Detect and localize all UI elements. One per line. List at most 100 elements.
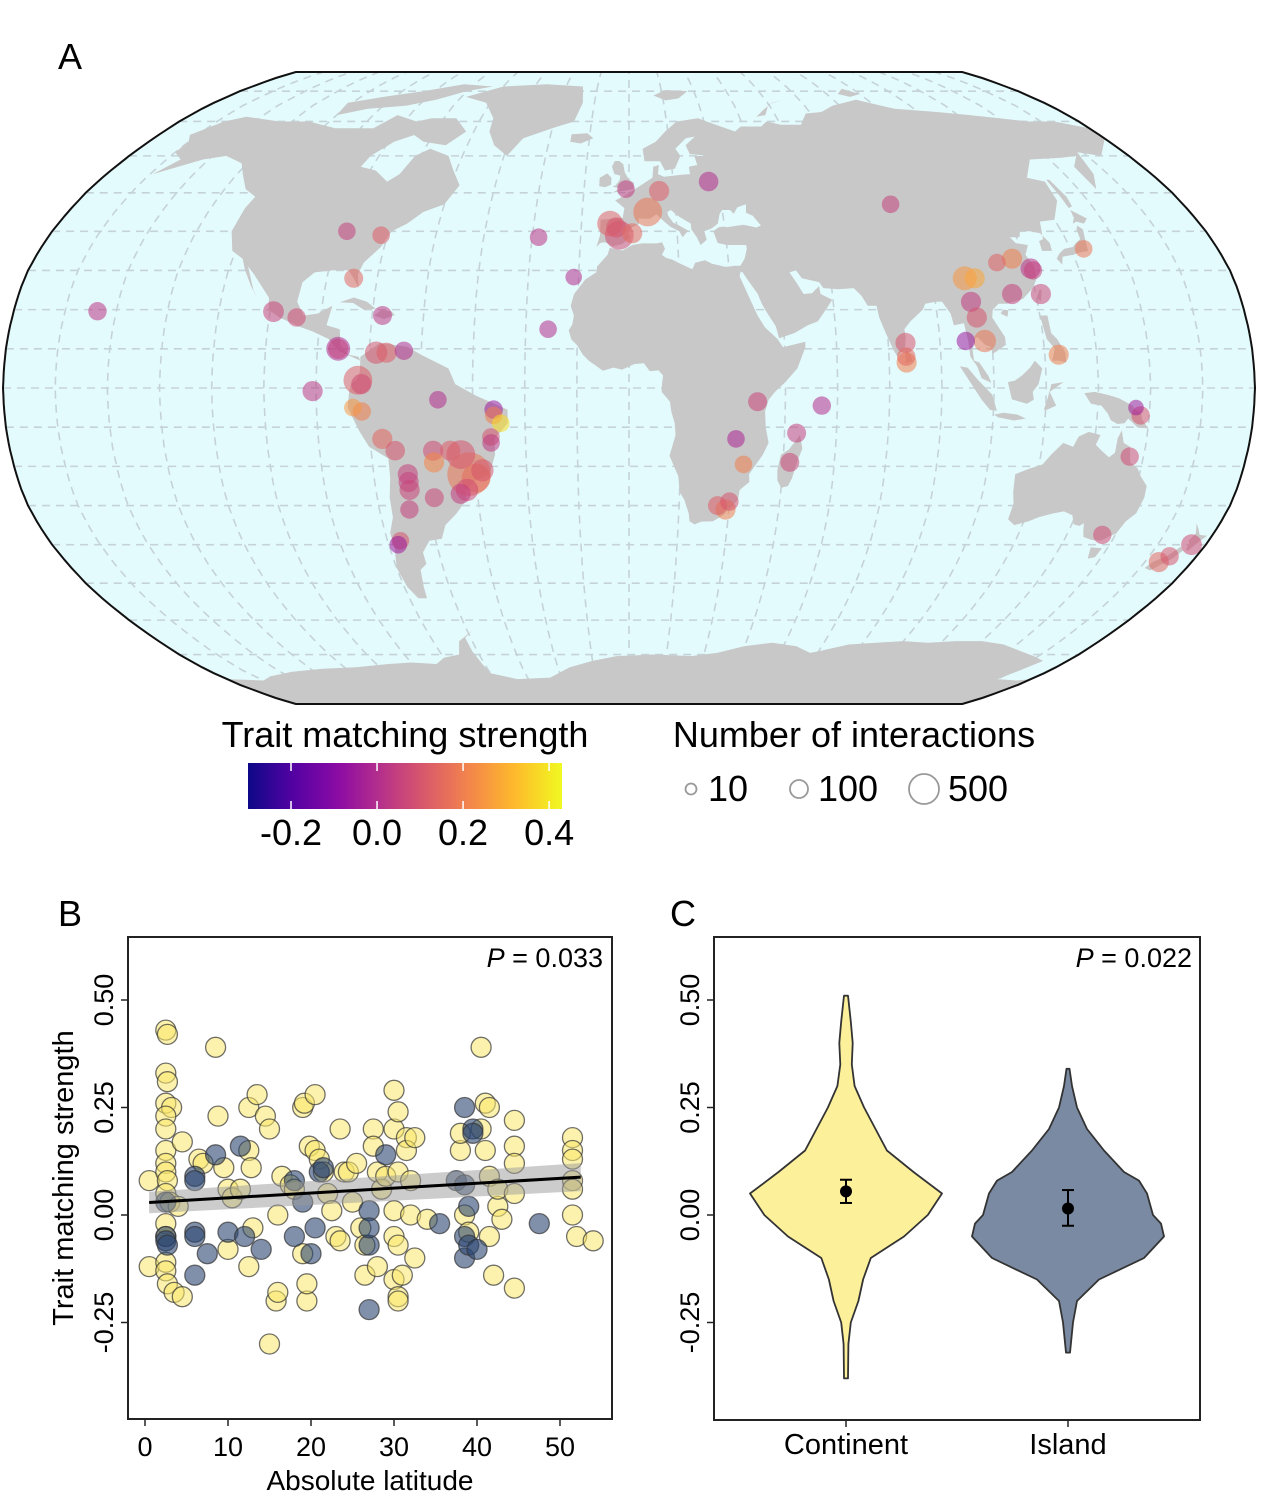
map-point — [88, 302, 107, 321]
island-point — [250, 1238, 272, 1261]
x-tick-label: 50 — [545, 1432, 575, 1462]
land-iceland — [570, 133, 594, 144]
map-point — [606, 217, 627, 238]
land-australia — [1008, 430, 1147, 541]
land-svalbard — [653, 90, 688, 101]
continent-point — [482, 1264, 505, 1286]
continent-point — [156, 1071, 179, 1093]
map-point — [1181, 534, 1202, 556]
y-tick-label: 0.50 — [675, 974, 705, 1027]
continent-point — [387, 1101, 409, 1123]
continent-point — [478, 1225, 501, 1248]
y-tick-label: -0.25 — [89, 1292, 119, 1354]
map-point — [1160, 547, 1179, 566]
land-arabia-sinai — [738, 265, 746, 273]
island-point — [229, 1135, 252, 1157]
map-point — [895, 332, 916, 353]
map-point — [328, 338, 349, 359]
land-borneo — [1007, 360, 1043, 404]
meridian-line — [471, 72, 547, 704]
size-legend-circle — [908, 773, 940, 805]
map-point — [394, 341, 414, 360]
map-border — [1, 71, 1257, 705]
map-point — [376, 342, 397, 363]
island-point — [184, 1225, 206, 1248]
meridian-line — [54, 72, 324, 704]
map-point — [988, 253, 1006, 272]
regression-ci-band — [149, 1163, 581, 1214]
map-point — [617, 180, 635, 198]
x-tick-label: 30 — [379, 1432, 409, 1462]
continent-point — [582, 1230, 604, 1252]
y-tick-label: 0.00 — [675, 1189, 705, 1242]
island-point — [358, 1217, 380, 1239]
map-point — [780, 452, 800, 472]
land-novaya-zemlya — [756, 99, 784, 117]
x-tick-label: 10 — [213, 1432, 243, 1462]
continent-point — [304, 1083, 326, 1106]
continent-point — [204, 1036, 227, 1058]
map-point — [471, 459, 494, 482]
continent-point — [171, 1286, 193, 1308]
continent-point — [478, 1096, 501, 1119]
island-point — [428, 1212, 451, 1235]
x-tick-label: 0 — [137, 1432, 152, 1462]
island-point — [204, 1144, 227, 1166]
continent-point — [267, 1204, 289, 1226]
island-point — [312, 1157, 335, 1179]
map-point — [529, 228, 548, 246]
land-south-america — [347, 342, 508, 599]
x-tick-label: Island — [1029, 1429, 1106, 1461]
land-arctic-islands — [336, 84, 493, 116]
land-sulawesi — [1043, 382, 1064, 410]
map-point — [964, 268, 985, 289]
mean-point — [840, 1185, 852, 1198]
island-point — [304, 1217, 326, 1239]
island-point — [358, 1298, 380, 1321]
land-java — [993, 412, 1026, 421]
continent-point — [156, 1023, 179, 1046]
land-severnaya — [837, 88, 860, 97]
map-point — [399, 479, 420, 500]
world-map — [1, 71, 1257, 705]
map-point — [1023, 261, 1043, 280]
continent-point — [238, 1255, 260, 1278]
map-point — [1002, 248, 1023, 269]
map-point — [372, 226, 390, 244]
colorbar-tick-label: 0.2 — [438, 812, 488, 853]
map-point — [565, 268, 582, 286]
map-point — [1128, 399, 1144, 416]
island-point — [462, 1122, 484, 1144]
continent-point — [366, 1255, 389, 1278]
continent-point — [391, 1264, 413, 1286]
colorbar-tick-label: -0.2 — [260, 812, 322, 853]
map-point — [1093, 525, 1112, 545]
land-sumatra — [959, 366, 997, 411]
meridian-line — [158, 72, 380, 704]
map-point — [720, 492, 739, 511]
meridian-line — [315, 72, 463, 704]
size-legend-title: Number of interactions — [673, 714, 1035, 755]
violin-plot: 0.50 0.25 0.00 -0.25 Continent Island P = 0.02… — [675, 936, 1201, 1461]
map-point — [344, 268, 364, 288]
map-point — [966, 307, 987, 328]
map-point — [385, 440, 406, 461]
island-point — [528, 1212, 550, 1235]
land-greenland — [466, 84, 583, 156]
meridian-line — [262, 72, 436, 704]
land-antarctica — [227, 630, 1044, 704]
map-point — [492, 414, 510, 433]
land-japan — [1056, 225, 1088, 265]
land-hokkaido — [1070, 210, 1087, 224]
meridian-line — [822, 72, 996, 704]
mean-point — [1062, 1202, 1074, 1215]
continent-point — [404, 1247, 426, 1269]
map-point — [429, 391, 447, 409]
x-axis-label: Absolute latitude — [266, 1465, 473, 1496]
island-point — [184, 1169, 206, 1192]
x-tick-label: Continent — [784, 1429, 908, 1461]
continent-point — [240, 1157, 262, 1179]
land-cuba — [339, 297, 376, 310]
continent-point — [207, 1105, 229, 1127]
map-point — [287, 308, 306, 327]
